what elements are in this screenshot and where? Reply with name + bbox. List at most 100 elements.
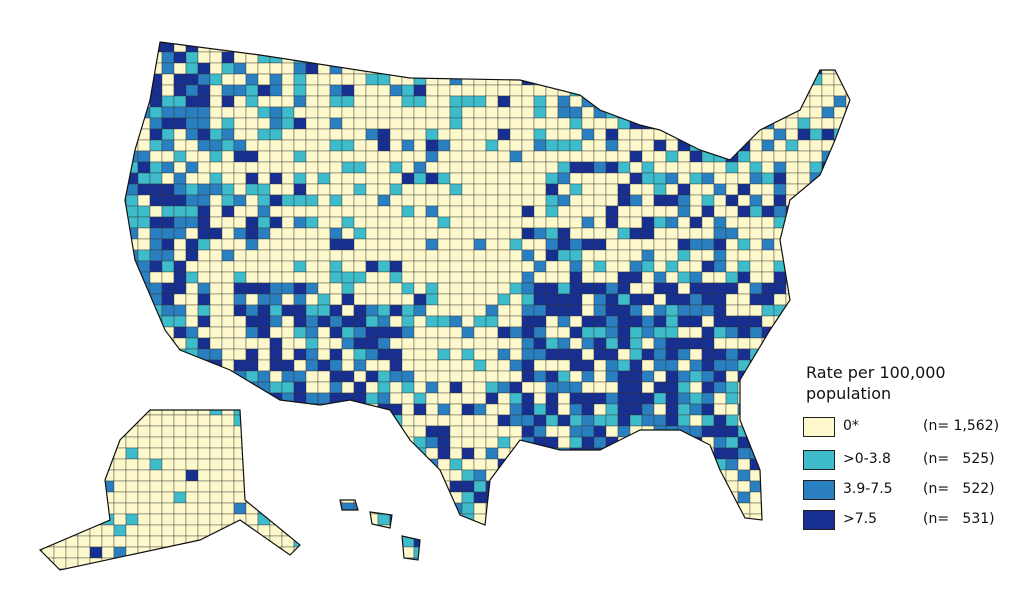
county bbox=[353, 535, 367, 548]
county bbox=[101, 436, 115, 449]
county bbox=[581, 480, 595, 493]
county bbox=[833, 227, 847, 240]
county bbox=[797, 227, 811, 240]
county bbox=[701, 117, 715, 130]
county bbox=[485, 304, 499, 317]
county bbox=[125, 271, 139, 284]
county bbox=[701, 260, 715, 273]
county bbox=[353, 480, 367, 493]
county bbox=[461, 42, 475, 53]
county bbox=[185, 73, 199, 86]
county bbox=[173, 95, 187, 108]
county bbox=[797, 315, 811, 328]
county bbox=[329, 348, 343, 361]
county bbox=[545, 458, 559, 471]
county bbox=[234, 30, 246, 41]
county bbox=[593, 95, 607, 108]
county bbox=[461, 425, 475, 438]
county bbox=[40, 249, 43, 262]
county bbox=[689, 524, 703, 537]
county bbox=[593, 392, 607, 405]
county bbox=[125, 502, 139, 515]
county bbox=[137, 183, 151, 196]
county bbox=[197, 51, 211, 64]
county bbox=[833, 436, 847, 449]
county bbox=[413, 117, 427, 130]
county bbox=[329, 359, 343, 372]
county bbox=[725, 183, 739, 196]
county bbox=[509, 381, 523, 394]
county bbox=[581, 238, 595, 251]
county bbox=[185, 326, 199, 339]
county bbox=[401, 183, 415, 196]
county bbox=[545, 106, 559, 119]
county bbox=[317, 491, 331, 504]
county bbox=[257, 172, 271, 185]
county bbox=[605, 216, 619, 229]
county bbox=[173, 458, 187, 471]
county bbox=[245, 414, 259, 427]
county bbox=[761, 447, 775, 460]
county bbox=[725, 337, 739, 350]
county bbox=[641, 524, 655, 537]
county bbox=[305, 117, 319, 130]
county bbox=[569, 62, 583, 75]
county bbox=[41, 216, 55, 229]
county bbox=[713, 183, 727, 196]
county bbox=[413, 95, 427, 108]
county bbox=[65, 337, 79, 350]
county bbox=[65, 128, 79, 141]
county bbox=[485, 282, 499, 295]
county bbox=[545, 315, 559, 328]
county bbox=[437, 403, 451, 416]
county bbox=[233, 139, 247, 152]
county bbox=[521, 447, 535, 460]
county bbox=[449, 469, 463, 482]
county bbox=[89, 535, 103, 548]
county bbox=[473, 106, 487, 119]
county bbox=[858, 437, 870, 448]
county bbox=[173, 62, 187, 75]
county bbox=[329, 42, 343, 53]
county bbox=[581, 425, 595, 438]
county bbox=[509, 139, 523, 152]
county bbox=[473, 150, 487, 163]
county bbox=[41, 260, 55, 273]
county bbox=[209, 238, 223, 251]
county bbox=[209, 194, 223, 207]
county bbox=[858, 283, 870, 294]
county bbox=[161, 139, 175, 152]
county bbox=[389, 392, 403, 405]
county bbox=[293, 216, 307, 229]
county bbox=[269, 117, 283, 130]
county bbox=[677, 161, 691, 174]
county bbox=[389, 161, 403, 174]
county bbox=[497, 139, 511, 152]
county bbox=[233, 260, 247, 273]
county bbox=[689, 194, 703, 207]
county bbox=[113, 161, 127, 174]
county bbox=[545, 216, 559, 229]
county bbox=[401, 150, 415, 163]
county bbox=[545, 260, 559, 273]
county bbox=[557, 304, 571, 317]
county bbox=[773, 557, 787, 570]
county bbox=[569, 502, 583, 515]
county bbox=[365, 205, 379, 218]
county bbox=[401, 271, 415, 284]
county bbox=[401, 502, 415, 515]
county bbox=[833, 535, 847, 548]
county bbox=[725, 513, 739, 526]
county bbox=[40, 194, 43, 207]
county bbox=[197, 249, 211, 262]
county bbox=[113, 95, 127, 108]
county bbox=[858, 228, 870, 239]
county bbox=[257, 403, 271, 416]
county bbox=[173, 304, 187, 317]
county bbox=[485, 436, 499, 449]
county bbox=[569, 326, 583, 339]
county bbox=[605, 392, 619, 405]
county bbox=[569, 106, 583, 119]
county bbox=[101, 568, 115, 570]
